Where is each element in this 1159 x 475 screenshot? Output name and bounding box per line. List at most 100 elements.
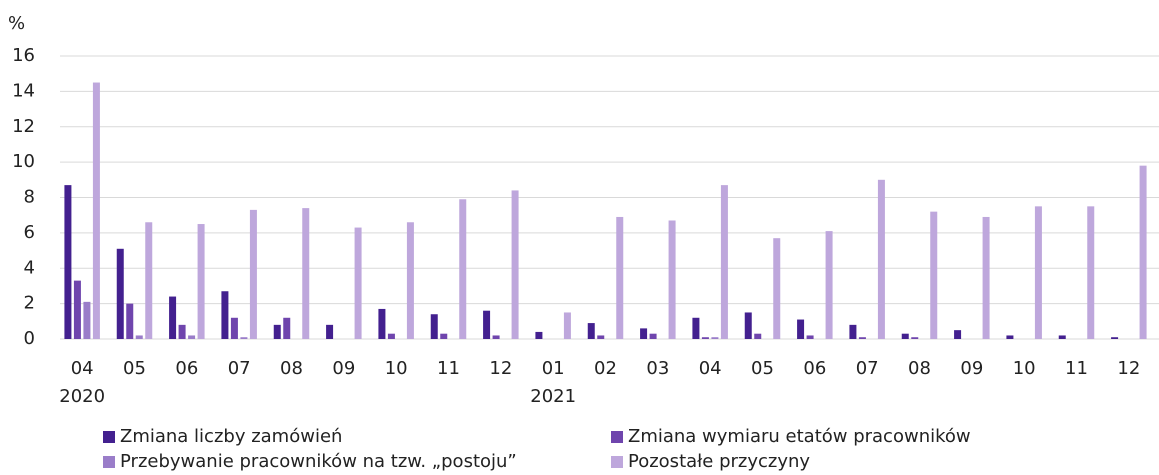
x-tick-label: 11 xyxy=(1065,358,1088,379)
bar xyxy=(483,310,491,339)
bar xyxy=(1058,335,1066,339)
bar xyxy=(930,211,938,339)
bar xyxy=(797,319,805,339)
year-label: 2020 xyxy=(59,386,105,407)
legend-swatch xyxy=(103,456,115,468)
bar xyxy=(378,308,386,339)
bar xyxy=(858,337,866,339)
x-tick-label: 02 xyxy=(594,358,617,379)
bar xyxy=(1006,335,1014,339)
x-tick-label: 09 xyxy=(332,358,355,379)
y-tick-label: 0 xyxy=(24,328,35,349)
bar xyxy=(711,337,719,339)
bar xyxy=(354,227,362,339)
y-tick-label: 16 xyxy=(12,45,35,66)
bar xyxy=(92,82,100,339)
legend-label: Przebywanie pracowników na tzw. „postoju… xyxy=(120,451,517,472)
bar xyxy=(1111,337,1119,339)
y-tick-label: 6 xyxy=(24,222,35,243)
bar xyxy=(197,224,205,339)
bar xyxy=(806,335,814,339)
x-tick-label: 12 xyxy=(489,358,512,379)
y-tick-label: 12 xyxy=(12,116,35,137)
year-label: 2021 xyxy=(530,386,576,407)
bar xyxy=(877,179,885,339)
bar xyxy=(701,337,709,339)
bar xyxy=(744,312,752,339)
y-tick-label: 14 xyxy=(12,80,35,101)
x-tick-label: 08 xyxy=(280,358,303,379)
bar xyxy=(249,209,257,339)
bar xyxy=(145,222,153,339)
bar xyxy=(720,185,728,339)
bar xyxy=(692,317,700,339)
x-tick-label: 08 xyxy=(908,358,931,379)
bar xyxy=(849,324,857,339)
x-tick-label: 07 xyxy=(228,358,251,379)
y-tick-label: 2 xyxy=(24,293,35,314)
x-tick-label: 06 xyxy=(175,358,198,379)
y-tick-label: 10 xyxy=(12,151,35,172)
bar xyxy=(83,301,91,339)
bar xyxy=(1034,206,1042,339)
bar xyxy=(73,280,81,339)
bar xyxy=(169,296,177,339)
bar xyxy=(188,335,196,339)
bar xyxy=(901,333,909,339)
legend-swatch xyxy=(611,456,623,468)
bar xyxy=(492,335,500,339)
bar xyxy=(221,291,229,339)
bar xyxy=(668,220,676,339)
bar xyxy=(982,216,990,339)
bar xyxy=(535,331,543,339)
bar xyxy=(954,330,962,339)
bar xyxy=(773,238,781,339)
bar xyxy=(64,185,72,339)
bar xyxy=(911,337,919,339)
bar xyxy=(825,231,833,339)
legend-swatch xyxy=(103,431,115,443)
bar xyxy=(587,323,595,339)
bar xyxy=(754,333,762,339)
x-tick-label: 03 xyxy=(646,358,669,379)
bar xyxy=(283,317,291,339)
y-tick-label: 8 xyxy=(24,187,35,208)
bar xyxy=(302,208,310,339)
bar xyxy=(430,314,438,339)
bar xyxy=(178,324,186,339)
bar xyxy=(1087,206,1095,339)
legend-label: Pozostałe przyczyny xyxy=(628,451,810,472)
bar xyxy=(135,335,143,339)
legend-label: Zmiana liczby zamówień xyxy=(120,426,342,447)
bar xyxy=(387,333,395,339)
x-tick-label: 06 xyxy=(803,358,826,379)
bar xyxy=(597,335,605,339)
x-tick-label: 07 xyxy=(856,358,879,379)
bar xyxy=(230,317,238,339)
bar xyxy=(406,222,414,339)
x-tick-label: 09 xyxy=(960,358,983,379)
y-unit: % xyxy=(8,13,25,34)
bar xyxy=(649,333,657,339)
x-tick-label: 11 xyxy=(437,358,460,379)
x-tick-label: 12 xyxy=(1117,358,1140,379)
bar xyxy=(126,303,134,339)
x-tick-label: 04 xyxy=(699,358,722,379)
bar xyxy=(640,328,648,339)
x-tick-label: 05 xyxy=(751,358,774,379)
bar xyxy=(563,312,571,339)
bar xyxy=(459,199,467,339)
x-tick-label: 10 xyxy=(385,358,408,379)
bar xyxy=(1139,165,1147,339)
x-tick-label: 04 xyxy=(71,358,94,379)
bar xyxy=(440,333,448,339)
bar xyxy=(273,324,281,339)
x-tick-label: 01 xyxy=(542,358,565,379)
legend-swatch xyxy=(611,431,623,443)
y-tick-label: 4 xyxy=(24,257,35,278)
legend-label: Zmiana wymiaru etatów pracowników xyxy=(628,426,971,447)
x-tick-label: 05 xyxy=(123,358,146,379)
bar xyxy=(326,324,334,339)
bar xyxy=(511,190,519,339)
